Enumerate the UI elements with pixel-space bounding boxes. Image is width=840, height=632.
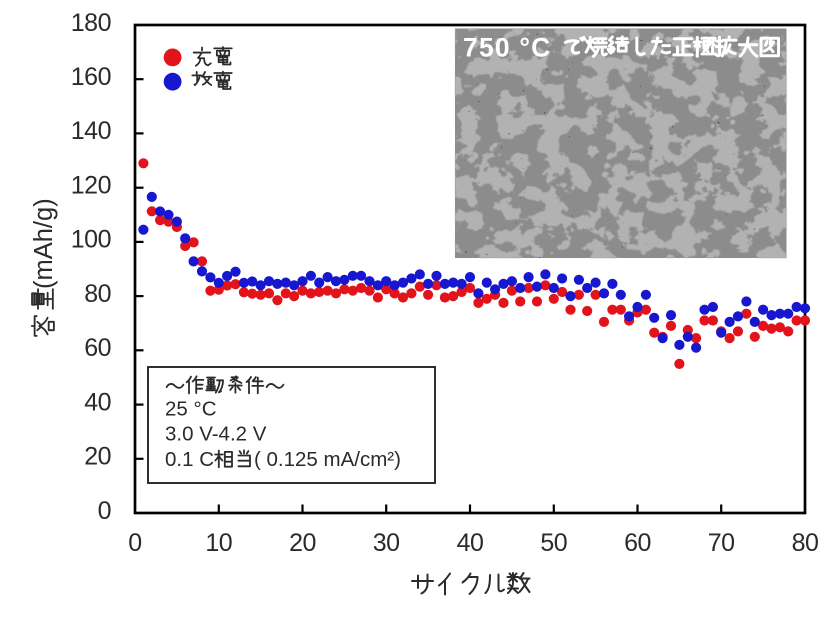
svg-text:60: 60 (84, 334, 111, 362)
svg-text:20: 20 (84, 443, 111, 471)
svg-text:750 °C: 750 °C (463, 33, 552, 63)
svg-text:40: 40 (457, 529, 484, 557)
svg-text:3.0 V-4.2 V: 3.0 V-4.2 V (165, 423, 267, 446)
svg-text:70: 70 (708, 529, 735, 557)
svg-text:30: 30 (373, 529, 400, 557)
svg-text:0: 0 (98, 497, 111, 525)
svg-text:10: 10 (205, 529, 232, 557)
svg-text:50: 50 (540, 529, 567, 557)
svg-text:40: 40 (84, 388, 111, 416)
svg-text:(mAh/g): (mAh/g) (30, 198, 58, 289)
svg-text:25 °C: 25 °C (165, 398, 217, 421)
svg-text:120: 120 (71, 172, 111, 200)
svg-text:0: 0 (128, 529, 141, 557)
svg-text:100: 100 (71, 226, 111, 254)
svg-text:140: 140 (71, 117, 111, 145)
svg-text:( 0.125 mA/cm²): ( 0.125 mA/cm²) (254, 448, 401, 471)
svg-text:80: 80 (792, 529, 819, 557)
svg-text:0.1 C: 0.1 C (165, 448, 214, 471)
svg-text:160: 160 (71, 63, 111, 91)
svg-text:180: 180 (71, 9, 111, 37)
svg-text:20: 20 (289, 529, 316, 557)
svg-text:60: 60 (624, 529, 651, 557)
svg-text:80: 80 (84, 280, 111, 308)
